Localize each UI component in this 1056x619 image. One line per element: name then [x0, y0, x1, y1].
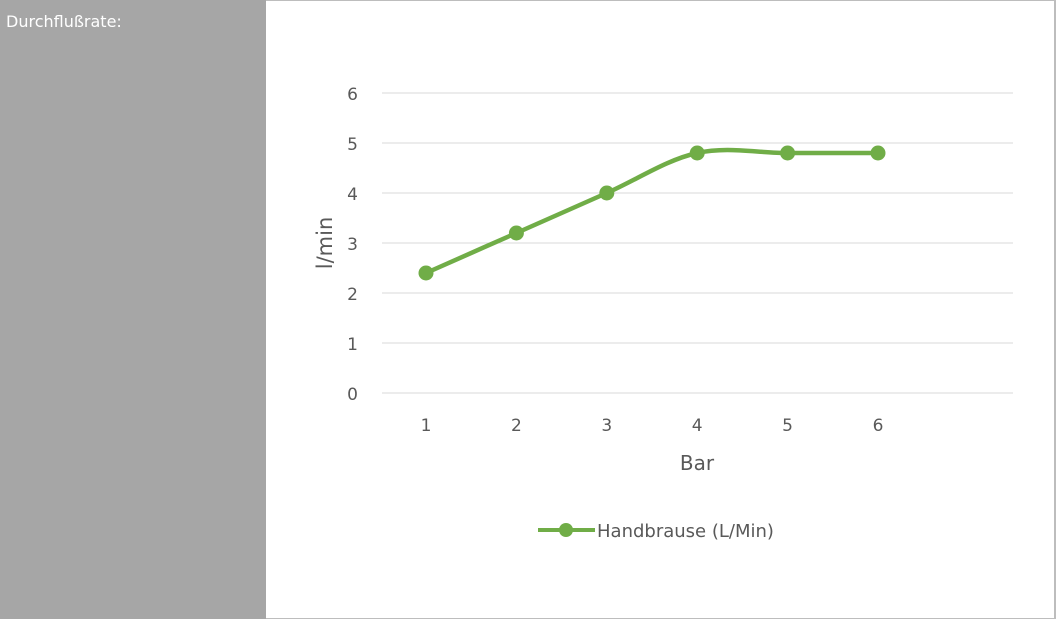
sidebar-label: Durchflußrate: [6, 12, 122, 31]
y-tick-label: 2 [347, 285, 358, 305]
y-tick-label: 4 [347, 185, 358, 205]
y-axis-label: l/min [313, 217, 337, 270]
series-line [423, 147, 881, 276]
data-point [780, 145, 796, 161]
x-tick-label: 3 [601, 416, 612, 436]
x-tick-label: 6 [873, 416, 884, 436]
data-points [418, 145, 886, 281]
x-tick-label: 4 [692, 416, 703, 436]
legend-series-marker [559, 523, 573, 537]
x-tick-label: 2 [511, 416, 522, 436]
x-tick-labels: 1 2 3 4 5 6 [421, 416, 884, 436]
y-tick-label: 5 [347, 135, 358, 155]
y-tick-label: 6 [347, 85, 358, 105]
data-point [418, 265, 434, 281]
sidebar-panel: Durchflußrate: [0, 0, 266, 619]
data-point [689, 145, 705, 161]
data-point [508, 225, 524, 241]
series-line-group [423, 147, 881, 276]
legend-series-label: Handbrause (L/Min) [597, 521, 774, 542]
data-point [870, 145, 886, 161]
y-tick-label: 3 [347, 235, 358, 255]
data-point [599, 185, 615, 201]
x-axis-label: Bar [680, 451, 715, 475]
y-tick-label: 0 [347, 385, 358, 405]
y-tick-labels: 0 1 2 3 4 5 6 [347, 85, 358, 405]
x-tick-label: 5 [782, 416, 793, 436]
panel-right-border [1054, 0, 1056, 619]
y-tick-label: 1 [347, 335, 358, 355]
grid-lines [382, 92, 1013, 394]
chart-panel [266, 0, 1056, 619]
x-tick-label: 1 [421, 416, 432, 436]
panel-top-border [266, 0, 1056, 1]
legend: Handbrause (L/Min) [538, 521, 774, 542]
